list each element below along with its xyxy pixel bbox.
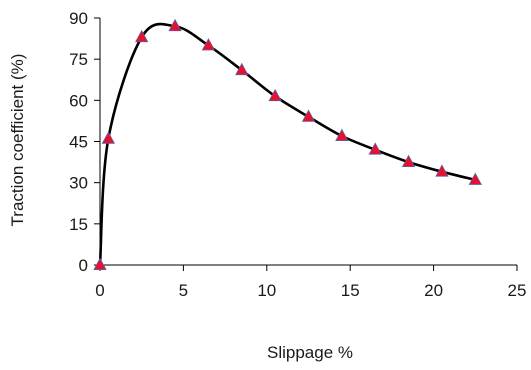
y-tick-label: 75 xyxy=(69,50,88,69)
x-axis-label: Slippage % xyxy=(267,343,353,362)
y-axis-label: Traction coefficient (%) xyxy=(8,54,27,227)
data-point xyxy=(468,172,482,185)
axes xyxy=(94,17,518,271)
series-line xyxy=(98,22,476,266)
x-tick-label: 20 xyxy=(424,281,443,300)
curve-layer xyxy=(98,22,476,266)
data-point xyxy=(301,109,316,122)
data-point xyxy=(368,142,382,155)
data-point xyxy=(201,38,216,51)
x-tick-label: 15 xyxy=(341,281,360,300)
tick-labels: 0 15 30 45 60 75 90 0 5 10 15 20 25 xyxy=(69,9,526,300)
data-point xyxy=(335,128,349,141)
x-tick-label: 5 xyxy=(179,281,188,300)
data-point xyxy=(101,131,116,144)
y-tick-label: 60 xyxy=(69,91,88,110)
y-tick-label: 45 xyxy=(69,133,88,152)
data-point xyxy=(93,257,107,270)
data-point xyxy=(435,164,449,177)
data-point xyxy=(401,154,416,168)
markers-layer xyxy=(93,18,482,270)
y-tick-label: 30 xyxy=(69,174,88,193)
data-point xyxy=(168,18,182,32)
data-point xyxy=(268,88,282,102)
y-tick-label: 0 xyxy=(79,256,88,275)
x-tick-label: 0 xyxy=(95,281,104,300)
y-tick-label: 15 xyxy=(69,215,88,234)
data-point xyxy=(135,29,149,43)
data-point xyxy=(235,62,249,76)
x-tick-label: 10 xyxy=(257,281,276,300)
y-tick-label: 90 xyxy=(69,9,88,28)
x-tick-label: 25 xyxy=(508,281,527,300)
